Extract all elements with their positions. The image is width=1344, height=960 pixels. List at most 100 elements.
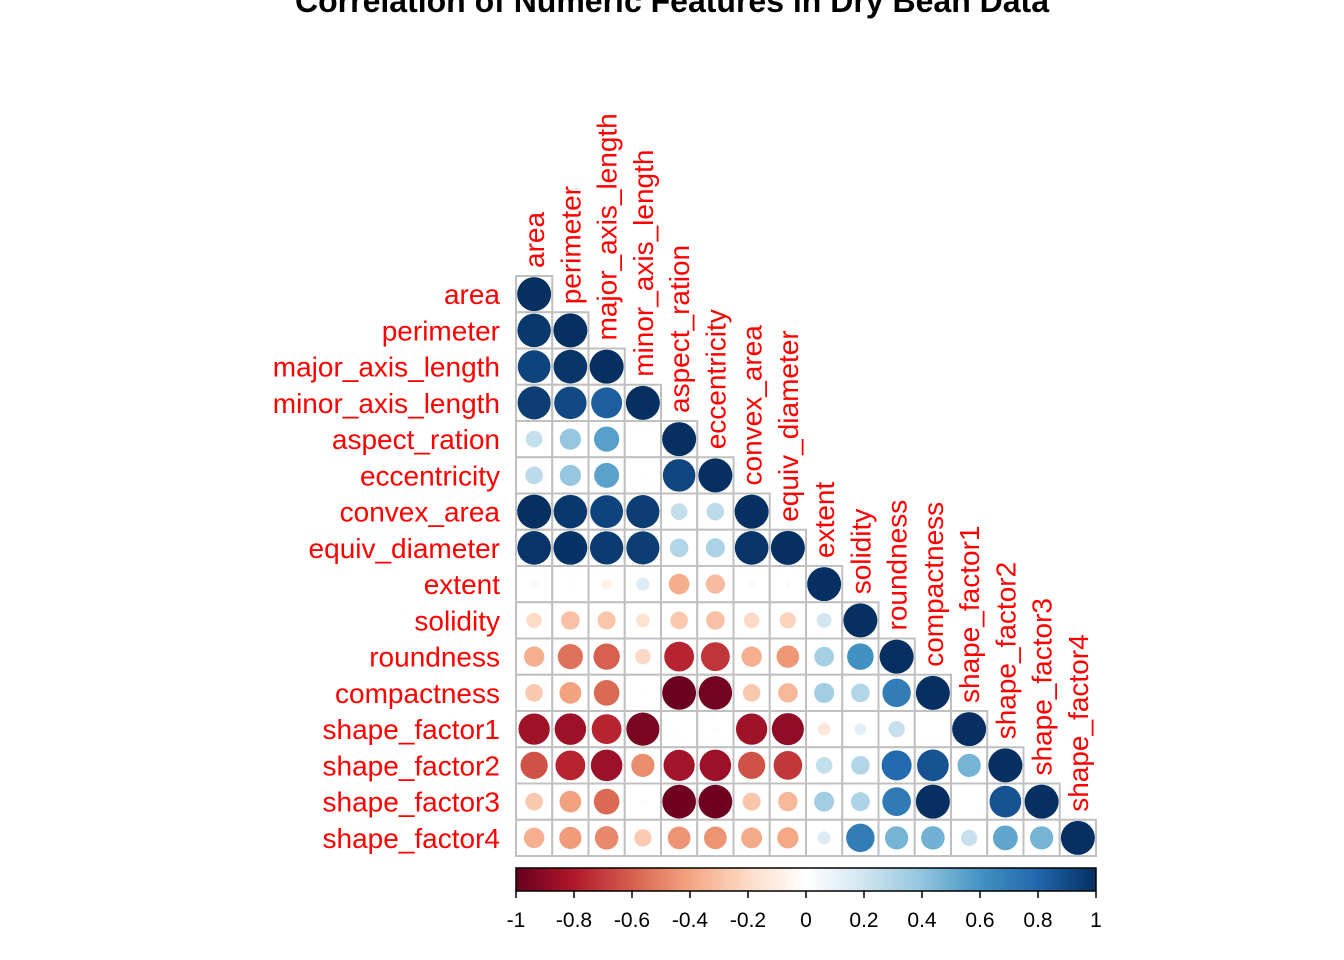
colorbar-tick-label: 1	[1090, 909, 1102, 932]
correlation-circle	[601, 579, 612, 589]
correlation-circle	[851, 683, 870, 703]
correlation-circle	[881, 750, 912, 781]
correlation-circle	[742, 792, 761, 811]
correlation-circle	[705, 538, 725, 558]
correlation-circle	[525, 466, 543, 485]
column-label: shape_factor1	[954, 526, 985, 703]
correlation-circle	[669, 538, 689, 558]
row-labels: area perimeter major_axis_length minor_axis…	[273, 279, 501, 854]
column-label: roundness	[882, 500, 913, 631]
correlation-circle	[636, 613, 650, 628]
correlation-circle	[523, 646, 545, 667]
correlation-circle	[989, 785, 1022, 818]
column-label: minor_axis_length	[628, 150, 659, 377]
correlation-circle	[915, 784, 950, 819]
correlation-circle	[705, 574, 725, 594]
correlation-circle	[517, 313, 551, 348]
correlation-circle	[593, 788, 620, 815]
colorbar-tick-label: -1	[507, 909, 526, 932]
correlation-circle	[662, 422, 697, 457]
correlation-circle	[517, 531, 551, 565]
correlation-circle	[518, 713, 550, 745]
correlation-circle	[626, 495, 660, 529]
correlation-circle	[525, 792, 543, 811]
correlation-circle	[635, 648, 651, 665]
correlation-circle	[784, 581, 791, 588]
correlation-circle	[777, 827, 799, 849]
correlation-circle	[778, 791, 798, 812]
correlation-circle	[882, 787, 911, 816]
correlation-circle	[670, 611, 688, 630]
correlation-circle	[814, 646, 835, 667]
correlation-circle	[921, 826, 945, 850]
correlation-circle	[525, 684, 543, 702]
column-label: shape_factor3	[1027, 598, 1058, 775]
correlation-circle	[879, 639, 914, 674]
correlation-circle	[851, 756, 870, 775]
correlation-circle	[734, 494, 769, 529]
correlation-circle	[559, 826, 582, 850]
correlation-circle	[770, 530, 805, 565]
correlation-circle	[591, 714, 622, 745]
correlation-circle	[742, 684, 761, 702]
row-label: roundness	[369, 642, 500, 673]
row-label: shape_factor3	[323, 787, 500, 818]
row-label: area	[444, 279, 500, 310]
correlation-circle	[741, 646, 762, 667]
column-label: extent	[809, 482, 840, 558]
correlation-circle	[662, 784, 696, 819]
colorbar-tick-label: 0.2	[849, 909, 878, 932]
correlation-circle	[882, 678, 911, 708]
column-label: aspect_ration	[664, 245, 695, 413]
correlation-circle	[626, 531, 660, 565]
colorbar: -1 -0.8 -0.6 -0.4 -0.2 0 0.2 0.4 0.6 0.8 1	[507, 867, 1102, 932]
row-label: extent	[424, 569, 500, 600]
correlation-circle	[931, 727, 935, 731]
matrix-cells	[515, 275, 1097, 857]
correlation-circle	[553, 313, 588, 348]
row-label: eccentricity	[360, 460, 500, 491]
correlation-circle	[561, 611, 580, 630]
correlation-circle	[553, 349, 588, 384]
correlation-circle	[670, 503, 688, 520]
correlation-circle	[640, 799, 646, 805]
correlation-circle	[594, 462, 620, 488]
correlation-circle	[640, 472, 646, 478]
chart-title: Correlation of Numeric Features in Dry B…	[295, 0, 1049, 19]
column-label: major_axis_length	[592, 113, 623, 340]
column-label: equiv_diameter	[773, 330, 804, 521]
column-label: eccentricity	[700, 309, 731, 449]
column-labels: area perimeter major_axis_length minor_axis…	[519, 113, 1094, 812]
correlation-circle	[847, 643, 874, 670]
correlation-circle	[517, 277, 552, 312]
column-label: area	[519, 212, 550, 268]
correlation-circle	[594, 826, 619, 850]
row-label: minor_axis_length	[273, 388, 500, 419]
correlation-circle	[523, 827, 545, 849]
correlation-circle	[640, 690, 646, 696]
colorbar-tick-label: -0.6	[614, 909, 650, 932]
correlation-circle	[703, 826, 727, 850]
correlation-circle	[641, 437, 645, 441]
correlation-circle	[625, 385, 660, 420]
correlation-circle	[590, 495, 624, 529]
correlation-circle	[517, 494, 552, 529]
correlation-circle	[712, 726, 718, 732]
row-label: compactness	[335, 678, 500, 709]
correlation-circle	[816, 612, 832, 628]
row-label: aspect_ration	[332, 424, 500, 455]
correlation-circle	[776, 645, 800, 668]
row-label: shape_factor2	[323, 750, 500, 781]
correlation-circle	[771, 713, 804, 746]
colorbar-tick-label: -0.4	[672, 909, 709, 932]
correlation-circle	[525, 430, 543, 448]
correlation-circle	[917, 749, 949, 782]
colorbar-gradient	[515, 867, 1097, 892]
correlation-circle	[667, 826, 691, 850]
correlation-circle	[843, 603, 878, 638]
correlation-circle	[591, 387, 623, 419]
correlation-circle	[814, 682, 835, 703]
correlation-circle	[676, 726, 682, 732]
